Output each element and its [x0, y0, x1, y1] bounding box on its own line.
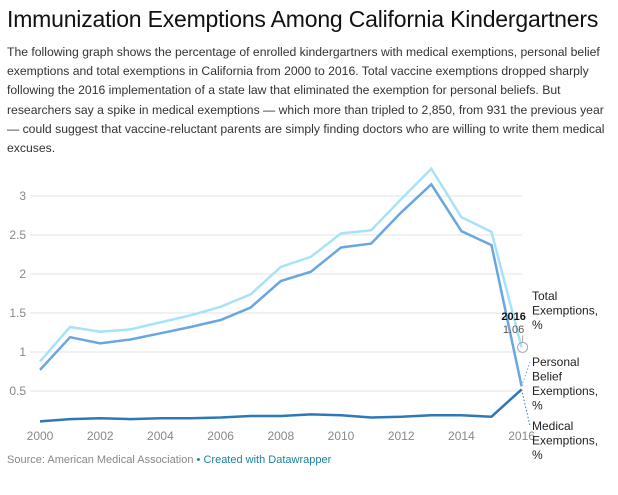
- y-tick-label: 1: [19, 345, 26, 359]
- series-label: %: [532, 399, 543, 413]
- series-line-1: [39, 182, 523, 387]
- y-tick-label: 0.5: [9, 384, 26, 398]
- series-label: %: [532, 318, 543, 332]
- y-tick-label: 1.5: [9, 306, 26, 320]
- series-label: Exemptions,: [532, 434, 598, 448]
- gridlines: [30, 195, 522, 392]
- y-tick-label: 3: [19, 189, 26, 203]
- x-tick-label: 2002: [87, 429, 114, 443]
- y-tick-label: 2.5: [9, 228, 26, 242]
- source-text: Source: American Medical Association: [7, 454, 194, 466]
- footer-separator: •: [196, 454, 201, 466]
- series-label: Total: [532, 289, 557, 303]
- series-label: Belief: [532, 370, 563, 384]
- footer: Source: American Medical Association • C…: [7, 454, 331, 466]
- x-axis-ticks: 2000 2002 2004 2006 2008 2010 2012 2014 2016: [27, 429, 536, 443]
- x-tick-label: 2008: [267, 429, 294, 443]
- series-line-2: [39, 388, 523, 423]
- datawrapper-credit-link[interactable]: Created with Datawrapper: [203, 454, 332, 466]
- label-connector: [521, 361, 531, 387]
- y-axis-ticks: 0.5 1 1.5 2 2.5 3: [9, 189, 26, 398]
- series-label: Medical: [532, 419, 573, 433]
- highlight-point: [517, 341, 529, 353]
- annotation-year: 2016: [501, 311, 525, 323]
- annotation-value: 1.06: [503, 324, 524, 336]
- y-tick-label: 2: [19, 267, 26, 281]
- x-tick-label: 2010: [328, 429, 355, 443]
- x-tick-label: 2006: [207, 429, 234, 443]
- series-line-0: [39, 166, 523, 363]
- series-label: Personal: [532, 355, 579, 369]
- x-tick-label: 2000: [27, 429, 54, 443]
- x-tick-label: 2016: [508, 429, 535, 443]
- x-tick-label: 2012: [388, 429, 415, 443]
- series-labels: TotalExemptions,%PersonalBeliefExemption…: [521, 289, 598, 462]
- series-label: %: [532, 448, 543, 462]
- chart-title: Immunization Exemptions Among California…: [7, 6, 599, 32]
- series-lines: [39, 166, 523, 423]
- x-tick-label: 2004: [147, 429, 174, 443]
- series-label: Exemptions,: [532, 384, 598, 398]
- label-connector: [521, 389, 531, 427]
- x-tick-label: 2014: [448, 429, 475, 443]
- chart-description: The following graph shows the percentage…: [7, 45, 605, 156]
- series-label: Exemptions,: [532, 304, 598, 318]
